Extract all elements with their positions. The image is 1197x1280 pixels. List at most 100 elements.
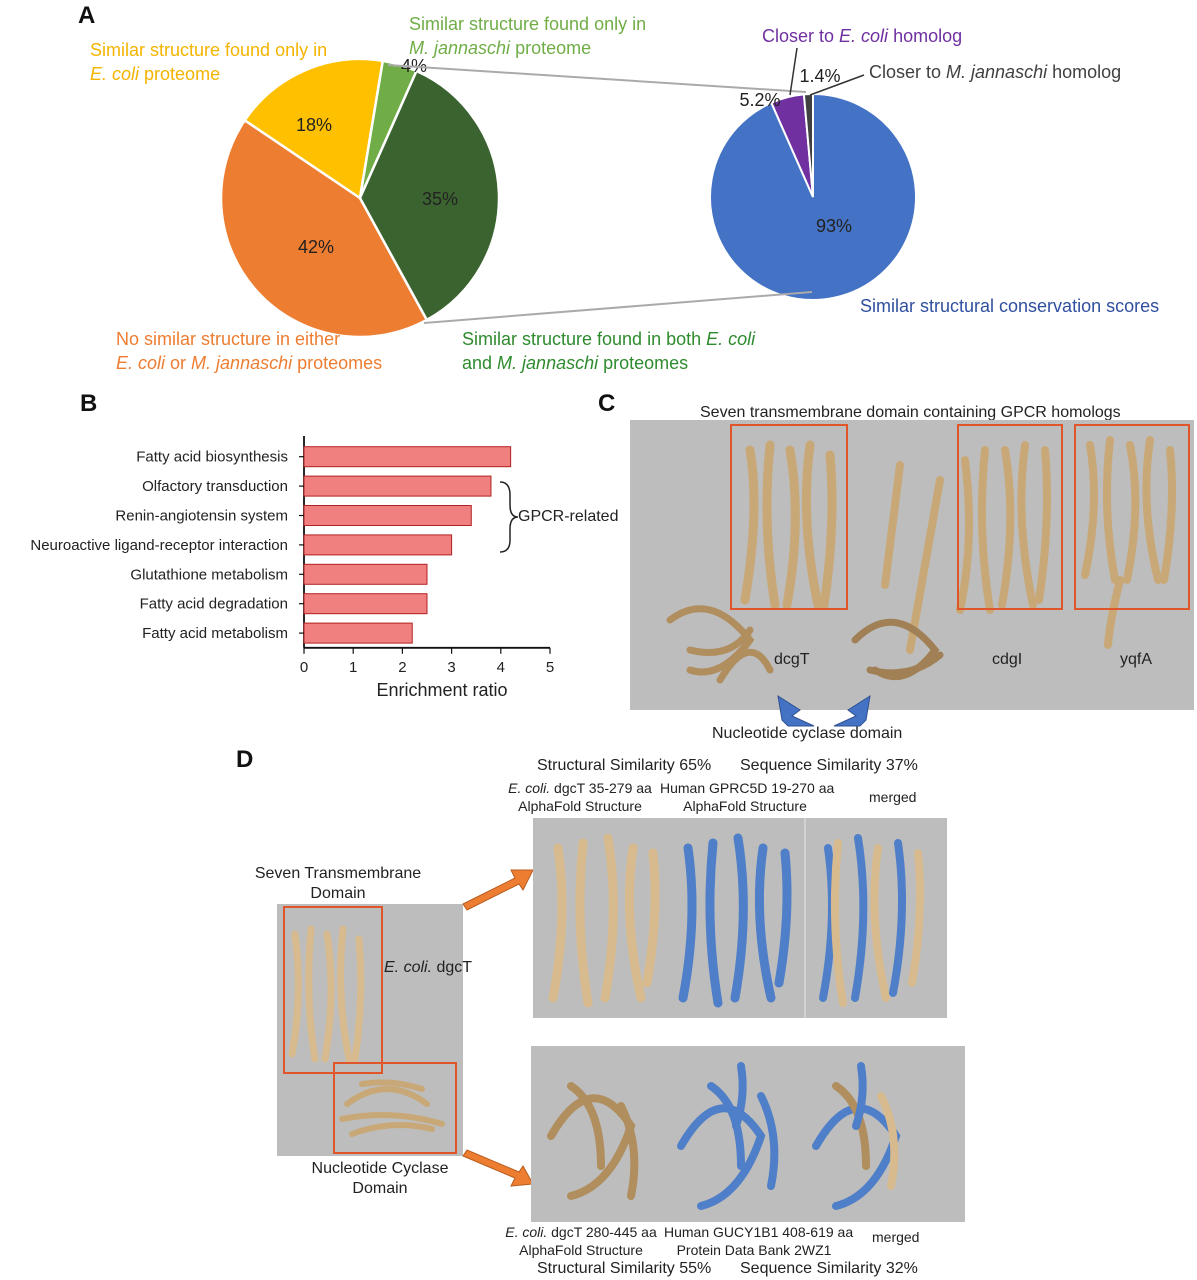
panel-label-a: A <box>78 2 96 29</box>
label-none-line1: No similar structure in either <box>116 329 341 349</box>
bar <box>303 475 492 497</box>
label-closer-mj-text: Closer to <box>869 62 947 82</box>
protein-label-dcgt: dcgT <box>774 651 810 668</box>
bar <box>303 593 428 615</box>
top-structural-similarity: Structural Similarity 65% <box>537 757 712 774</box>
label-ecoli-only: Similar structure found only in E. coli … <box>90 38 327 87</box>
tm-comparison-image <box>533 818 947 1018</box>
panel-c-image: dcgT cdgI yqfA <box>630 420 1194 710</box>
label-closer-ecoli: Closer to E. coli homolog <box>762 24 962 48</box>
stm-domain-label-line1: Seven Transmembrane <box>254 865 422 882</box>
label-ecoli-only-rest: proteome <box>139 64 221 85</box>
ecoli-dgct-rest: dgcT <box>432 959 473 976</box>
right-pie-value-label: 5.2% <box>739 90 780 110</box>
protein-label-yqfa: yqfA <box>1120 651 1153 668</box>
nc-domain-label-line2: Domain <box>352 1180 408 1197</box>
category-label: Fatty acid biosynthesis <box>136 449 288 466</box>
category-label: Glutathione metabolism <box>130 566 288 583</box>
bot-caption-merged: merged <box>872 1229 920 1245</box>
x-tick-label: 2 <box>398 659 406 676</box>
bot-caption-human: Human GUCY1B1 408-619 aa Protein Data Ba… <box>664 1224 853 1259</box>
tm-comparison-structures <box>548 818 924 1018</box>
arrow-to-tm-comparison <box>462 869 534 911</box>
left-pie-slice <box>243 57 385 201</box>
dgct-nc-box <box>333 1062 457 1154</box>
label-both: Similar structure found in both E. coli … <box>462 327 755 376</box>
nc-comparison-structures <box>547 1062 901 1210</box>
bar <box>303 563 428 585</box>
label-both-line1: Similar structure found in both E. coli <box>462 327 755 351</box>
label-both-line2-italic: M. jannaschi <box>497 353 599 374</box>
panel-c-title: Seven transmembrane domain containing GP… <box>700 404 1121 421</box>
stm-domain-label-line2: Domain <box>310 885 366 902</box>
label-closer-ecoli-italic: E. coli <box>839 26 889 46</box>
category-label: Fatty acid metabolism <box>142 625 288 642</box>
dcgt-tm-box <box>730 424 848 610</box>
dcgt-cyclase <box>666 605 774 684</box>
label-both-line1-text: Similar structure found in both <box>462 329 707 349</box>
label-ecoli-only-line1: Similar structure found only in <box>90 40 328 60</box>
protein-label-cdgi: cdgI <box>992 651 1023 668</box>
dcgt-tm-helices <box>740 440 837 610</box>
panel-label-d: D <box>236 746 254 773</box>
bar <box>303 534 453 556</box>
category-label: Olfactory transduction <box>142 478 288 495</box>
label-none-line2: E. coli or M. jannaschi proteomes <box>116 351 382 375</box>
right-pie-chart: 93% 5.2% 1.4% <box>709 66 917 301</box>
label-mj-only-line1: Similar structure found only in <box>409 14 647 34</box>
bot-sequence-similarity: Sequence Similarity 32% <box>740 1260 918 1277</box>
top-sequence-similarity: Sequence Similarity 37% <box>740 757 918 774</box>
label-ecoli-only-italic: E. coli <box>90 64 140 85</box>
leader-line-purple <box>789 47 798 96</box>
top-caption-human: Human GPRC5D 19-270 aa AlphaFold Structu… <box>660 780 834 815</box>
top-caption-human-line2: AlphaFold Structure <box>683 797 807 814</box>
right-pie-value-label: 1.4% <box>799 66 840 86</box>
label-none-rest: proteomes <box>292 353 383 374</box>
cdgi-tm-box <box>957 424 1063 610</box>
x-tick-label: 1 <box>349 659 357 676</box>
label-mj-only-rest: proteome <box>510 38 592 59</box>
left-pie-value-label: 42% <box>298 237 334 257</box>
left-pie-slice <box>219 118 429 339</box>
category-label: Renin-angiotensin system <box>115 508 288 525</box>
nc-domain-label: Nucleotide Cyclase Domain <box>290 1159 470 1199</box>
label-both-line1-italic: E. coli <box>706 329 756 349</box>
gpcr-brace <box>499 481 519 553</box>
top-caption-ecoli-rest: dgcT 35-279 aa <box>550 780 652 796</box>
bot-caption-ecoli: E. coli. dgcT 280-445 aa AlphaFold Struc… <box>496 1224 666 1259</box>
label-none: No similar structure in either E. coli o… <box>116 327 382 376</box>
x-tick-label: 4 <box>497 659 505 676</box>
connector-line-top <box>387 64 807 93</box>
bar <box>303 622 413 644</box>
right-pie-slice <box>709 92 917 301</box>
cdgi-helices <box>881 441 1051 654</box>
cyclase-arrow-right <box>833 694 871 727</box>
bar-chart-group: Fatty acid biosynthesis Olfactory transdu… <box>30 436 554 700</box>
top-caption-ecoli: E. coli. dgcT 35-279 aa AlphaFold Struct… <box>500 780 660 815</box>
bar <box>303 446 512 468</box>
leader-line-gray <box>809 74 865 96</box>
label-mj-only-line2: M. jannaschi proteome <box>409 36 646 60</box>
dgct-full-image <box>277 904 463 1156</box>
label-closer-ecoli-text: Closer to <box>762 26 840 46</box>
dgct-tm-box <box>283 906 383 1074</box>
right-pie-value-label: 93% <box>816 216 852 236</box>
label-both-line2-text: and <box>462 353 498 374</box>
ecoli-dgct-italic: E. coli. <box>384 959 433 976</box>
top-caption-ecoli-italic: E. coli. <box>508 780 551 796</box>
label-both-line2: and M. jannaschi proteomes <box>462 351 755 375</box>
stm-domain-label: Seven Transmembrane Domain <box>248 864 428 904</box>
dgct-full-structure <box>288 925 445 1137</box>
top-caption-merged: merged <box>869 789 917 805</box>
cyclase-domain-label: Nucleotide cyclase domain <box>712 725 903 742</box>
nc-comparison-image <box>531 1046 965 1222</box>
yqfa-helices <box>1081 436 1176 649</box>
label-ecoli-only-line2: E. coli proteome <box>90 62 327 86</box>
bot-caption-ecoli-line2: AlphaFold Structure <box>519 1241 643 1258</box>
category-label: Neuroactive ligand-receptor interaction <box>30 537 288 554</box>
top-caption-ecoli-line2: AlphaFold Structure <box>518 797 642 814</box>
yqfa-tm-box <box>1074 424 1190 610</box>
label-closer-mj-italic: M. jannaschi <box>946 62 1048 82</box>
label-none-italic-a: E. coli <box>116 353 166 374</box>
panel-label-b: B <box>80 390 98 417</box>
